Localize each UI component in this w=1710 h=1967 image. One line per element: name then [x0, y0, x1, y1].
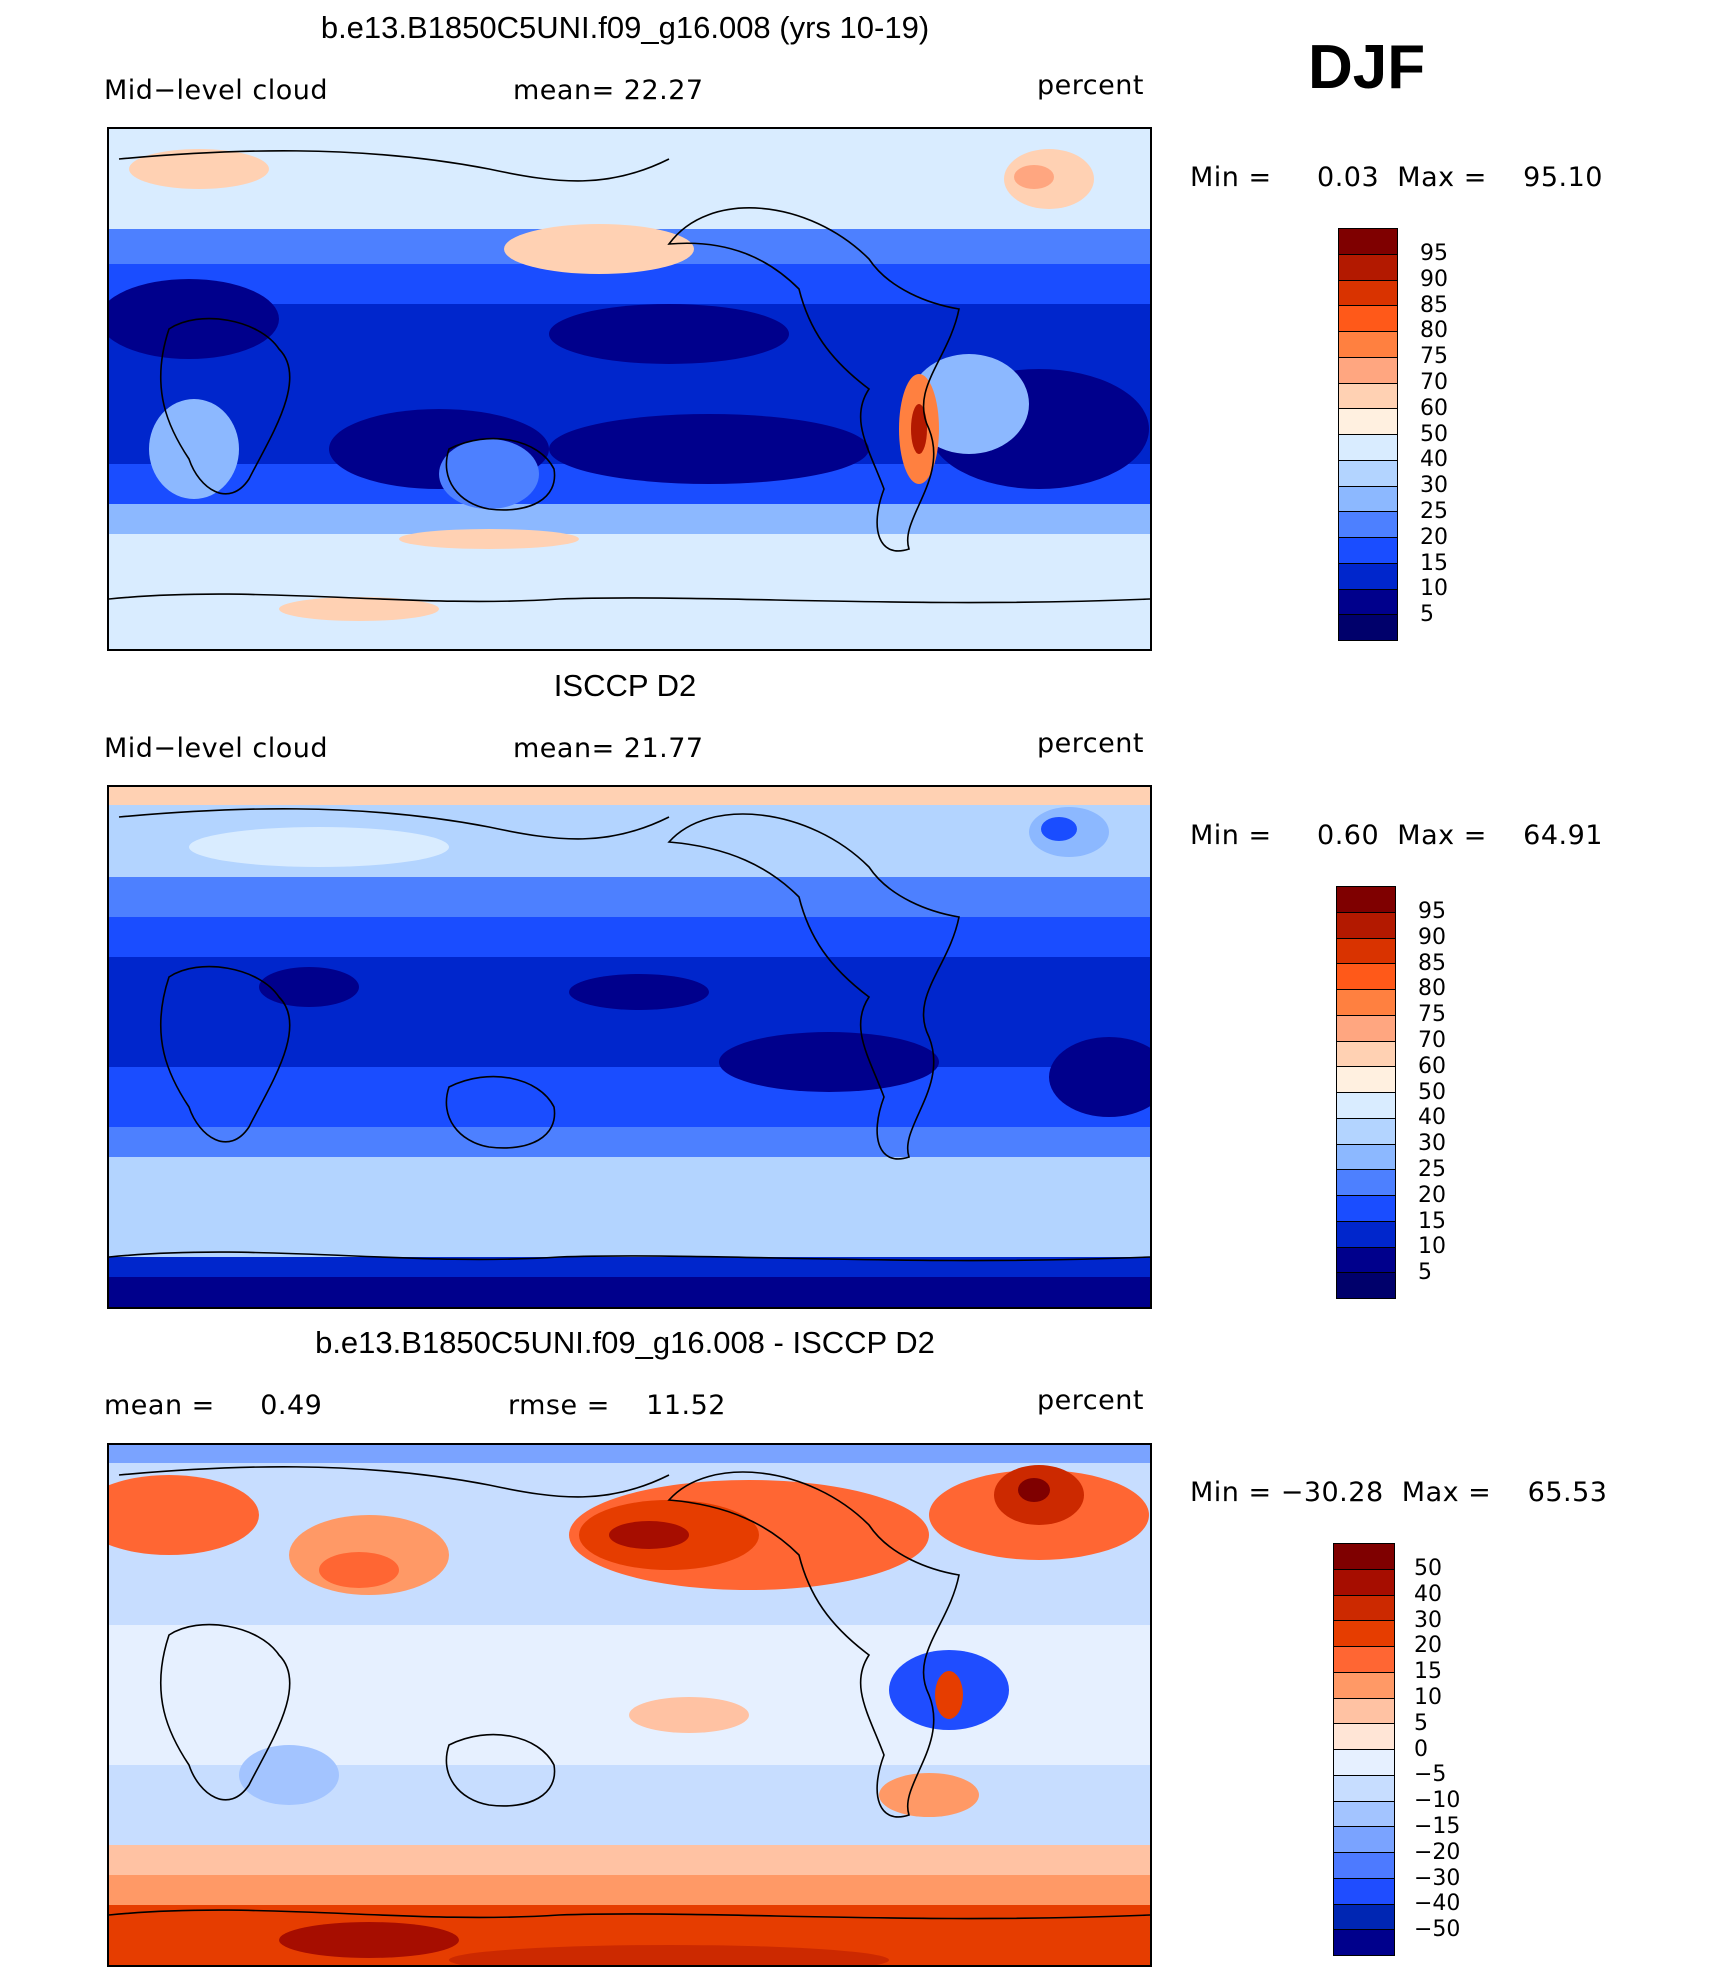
colorbar-label: 60: [1420, 395, 1448, 421]
panel-1-map: [107, 127, 1152, 651]
season-label: DJF: [1308, 33, 1426, 102]
colorbar-label: −10: [1414, 1788, 1461, 1814]
colorbar-label: 70: [1418, 1028, 1446, 1053]
colorbar-label: 5: [1414, 1710, 1428, 1736]
colorbar-label: 60: [1418, 1053, 1446, 1079]
colorbar-label: 40: [1420, 447, 1448, 473]
colorbar-label: 90: [1418, 924, 1446, 950]
panel-1-colorbar: [1338, 228, 1398, 641]
colorbar-label: 15: [1418, 1208, 1446, 1234]
panel-2-mean-label: mean= 21.77: [513, 733, 704, 764]
colorbar-label: 95: [1420, 241, 1448, 266]
colorbar-label: 40: [1418, 1105, 1446, 1131]
colorbar-label: 70: [1420, 370, 1448, 395]
panel-3-colorbar: [1333, 1543, 1395, 1956]
colorbar-label: 80: [1420, 318, 1448, 344]
colorbar-label: 50: [1420, 421, 1448, 447]
colorbar-label: 0: [1414, 1736, 1428, 1762]
panel-1-title: b.e13.B1850C5UNI.f09_g16.008 (yrs 10-19): [320, 10, 930, 45]
colorbar-label: −20: [1414, 1839, 1461, 1865]
colorbar-label: 10: [1414, 1685, 1442, 1710]
colorbar-label: 80: [1418, 976, 1446, 1002]
colorbar-label: 50: [1414, 1556, 1442, 1581]
colorbar-label: 75: [1420, 344, 1448, 370]
colorbar-label: 5: [1418, 1260, 1432, 1286]
colorbar-label: 20: [1420, 524, 1448, 550]
colorbar-label: 90: [1420, 266, 1448, 292]
panel-3-mean-label: mean = 0.49: [104, 1390, 323, 1421]
colorbar-label: 30: [1420, 473, 1448, 499]
colorbar-label: 75: [1418, 1002, 1446, 1028]
panel-2-title: ISCCP D2: [553, 668, 697, 703]
colorbar-label: 5: [1420, 602, 1434, 628]
colorbar-label: −5: [1414, 1762, 1447, 1788]
colorbar-label: 25: [1418, 1157, 1446, 1182]
panel-2-minmax: Min = 0.60 Max = 64.91: [1190, 820, 1603, 851]
colorbar-label: 15: [1420, 550, 1448, 576]
panel-3-units-label: percent: [1037, 1385, 1144, 1416]
panel-3-map: [107, 1443, 1152, 1967]
colorbar-label: 15: [1414, 1659, 1442, 1685]
panel-3-minmax: Min = −30.28 Max = 65.53: [1190, 1477, 1608, 1508]
panel-2-variable-label: Mid−level cloud: [104, 733, 328, 764]
panel-2-units-label: percent: [1037, 728, 1144, 759]
colorbar-label: 20: [1418, 1182, 1446, 1208]
panel-2-map: [107, 785, 1152, 1309]
colorbar-label: 10: [1420, 576, 1448, 602]
panel-2-colorbar: [1336, 886, 1396, 1299]
panel-1-minmax: Min = 0.03 Max = 95.10: [1190, 162, 1603, 193]
colorbar-label: 25: [1420, 499, 1448, 524]
colorbar-label: −15: [1414, 1814, 1461, 1839]
colorbar-label: 85: [1418, 950, 1446, 976]
colorbar-label: −40: [1414, 1891, 1461, 1917]
colorbar-label: 30: [1418, 1131, 1446, 1157]
panel-3-title: b.e13.B1850C5UNI.f09_g16.008 - ISCCP D2: [315, 1325, 935, 1360]
colorbar-label: 50: [1418, 1079, 1446, 1105]
colorbar-label: −50: [1414, 1917, 1461, 1943]
colorbar-label: 40: [1414, 1581, 1442, 1607]
colorbar-label: 20: [1414, 1633, 1442, 1659]
panel-1-units-label: percent: [1037, 70, 1144, 101]
panel-1-variable-label: Mid−level cloud: [104, 75, 328, 106]
colorbar-label: 85: [1420, 292, 1448, 318]
colorbar-label: 30: [1414, 1607, 1442, 1633]
colorbar-label: −30: [1414, 1865, 1461, 1891]
colorbar-label: 95: [1418, 899, 1446, 924]
panel-3-rmse-label: rmse = 11.52: [508, 1390, 726, 1421]
panel-1-mean-label: mean= 22.27: [513, 75, 704, 106]
colorbar-label: 10: [1418, 1234, 1446, 1260]
